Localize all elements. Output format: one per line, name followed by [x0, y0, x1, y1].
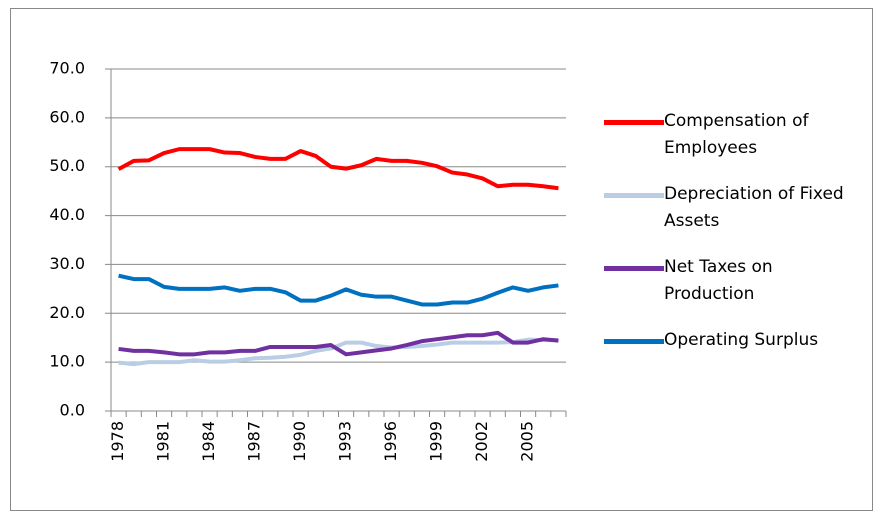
series-line: [118, 337, 559, 367]
y-tick-label: 40.0: [49, 205, 85, 224]
series-line: [117, 147, 559, 191]
series-line: [118, 330, 559, 357]
x-tick-label: 1996: [381, 421, 400, 462]
x-tick-label: 1978: [108, 421, 127, 462]
y-tick-label: 0.0: [60, 401, 85, 420]
y-tick-label: 70.0: [49, 59, 85, 78]
x-tick-label: 2005: [518, 421, 537, 462]
x-tick-label: 1993: [336, 421, 355, 462]
x-tick-label: 1987: [245, 421, 264, 462]
y-tick-label: 20.0: [49, 303, 85, 322]
x-tick-label: 1984: [199, 421, 218, 462]
y-tick-label: 50.0: [49, 156, 85, 175]
legend: Compensation of Employees Depreciation of…: [604, 108, 866, 400]
x-tick-label: 1990: [290, 421, 309, 462]
legend-label: Depreciation of Fixed Assets: [664, 184, 844, 231]
legend-item: Net Taxes on Production: [604, 254, 866, 327]
legend-swatch: [604, 120, 664, 125]
series-line: [118, 273, 559, 307]
legend-swatch: [604, 339, 664, 344]
x-tick-label: 1999: [427, 421, 446, 462]
legend-label: Net Taxes on Production: [664, 257, 773, 304]
legend-swatch: [604, 266, 664, 271]
y-tick-label: 30.0: [49, 254, 85, 273]
legend-item: Operating Surplus: [604, 327, 866, 400]
legend-label: Compensation of Employees: [664, 111, 809, 158]
x-tick-label: 2002: [472, 421, 491, 462]
y-tick-label: 60.0: [49, 107, 85, 126]
legend-label: Operating Surplus: [664, 330, 819, 350]
legend-swatch: [604, 193, 664, 198]
y-tick-label: 10.0: [49, 352, 85, 371]
x-tick-label: 1981: [154, 421, 173, 462]
legend-item: Depreciation of Fixed Assets: [604, 181, 866, 254]
legend-item: Compensation of Employees: [604, 108, 866, 181]
